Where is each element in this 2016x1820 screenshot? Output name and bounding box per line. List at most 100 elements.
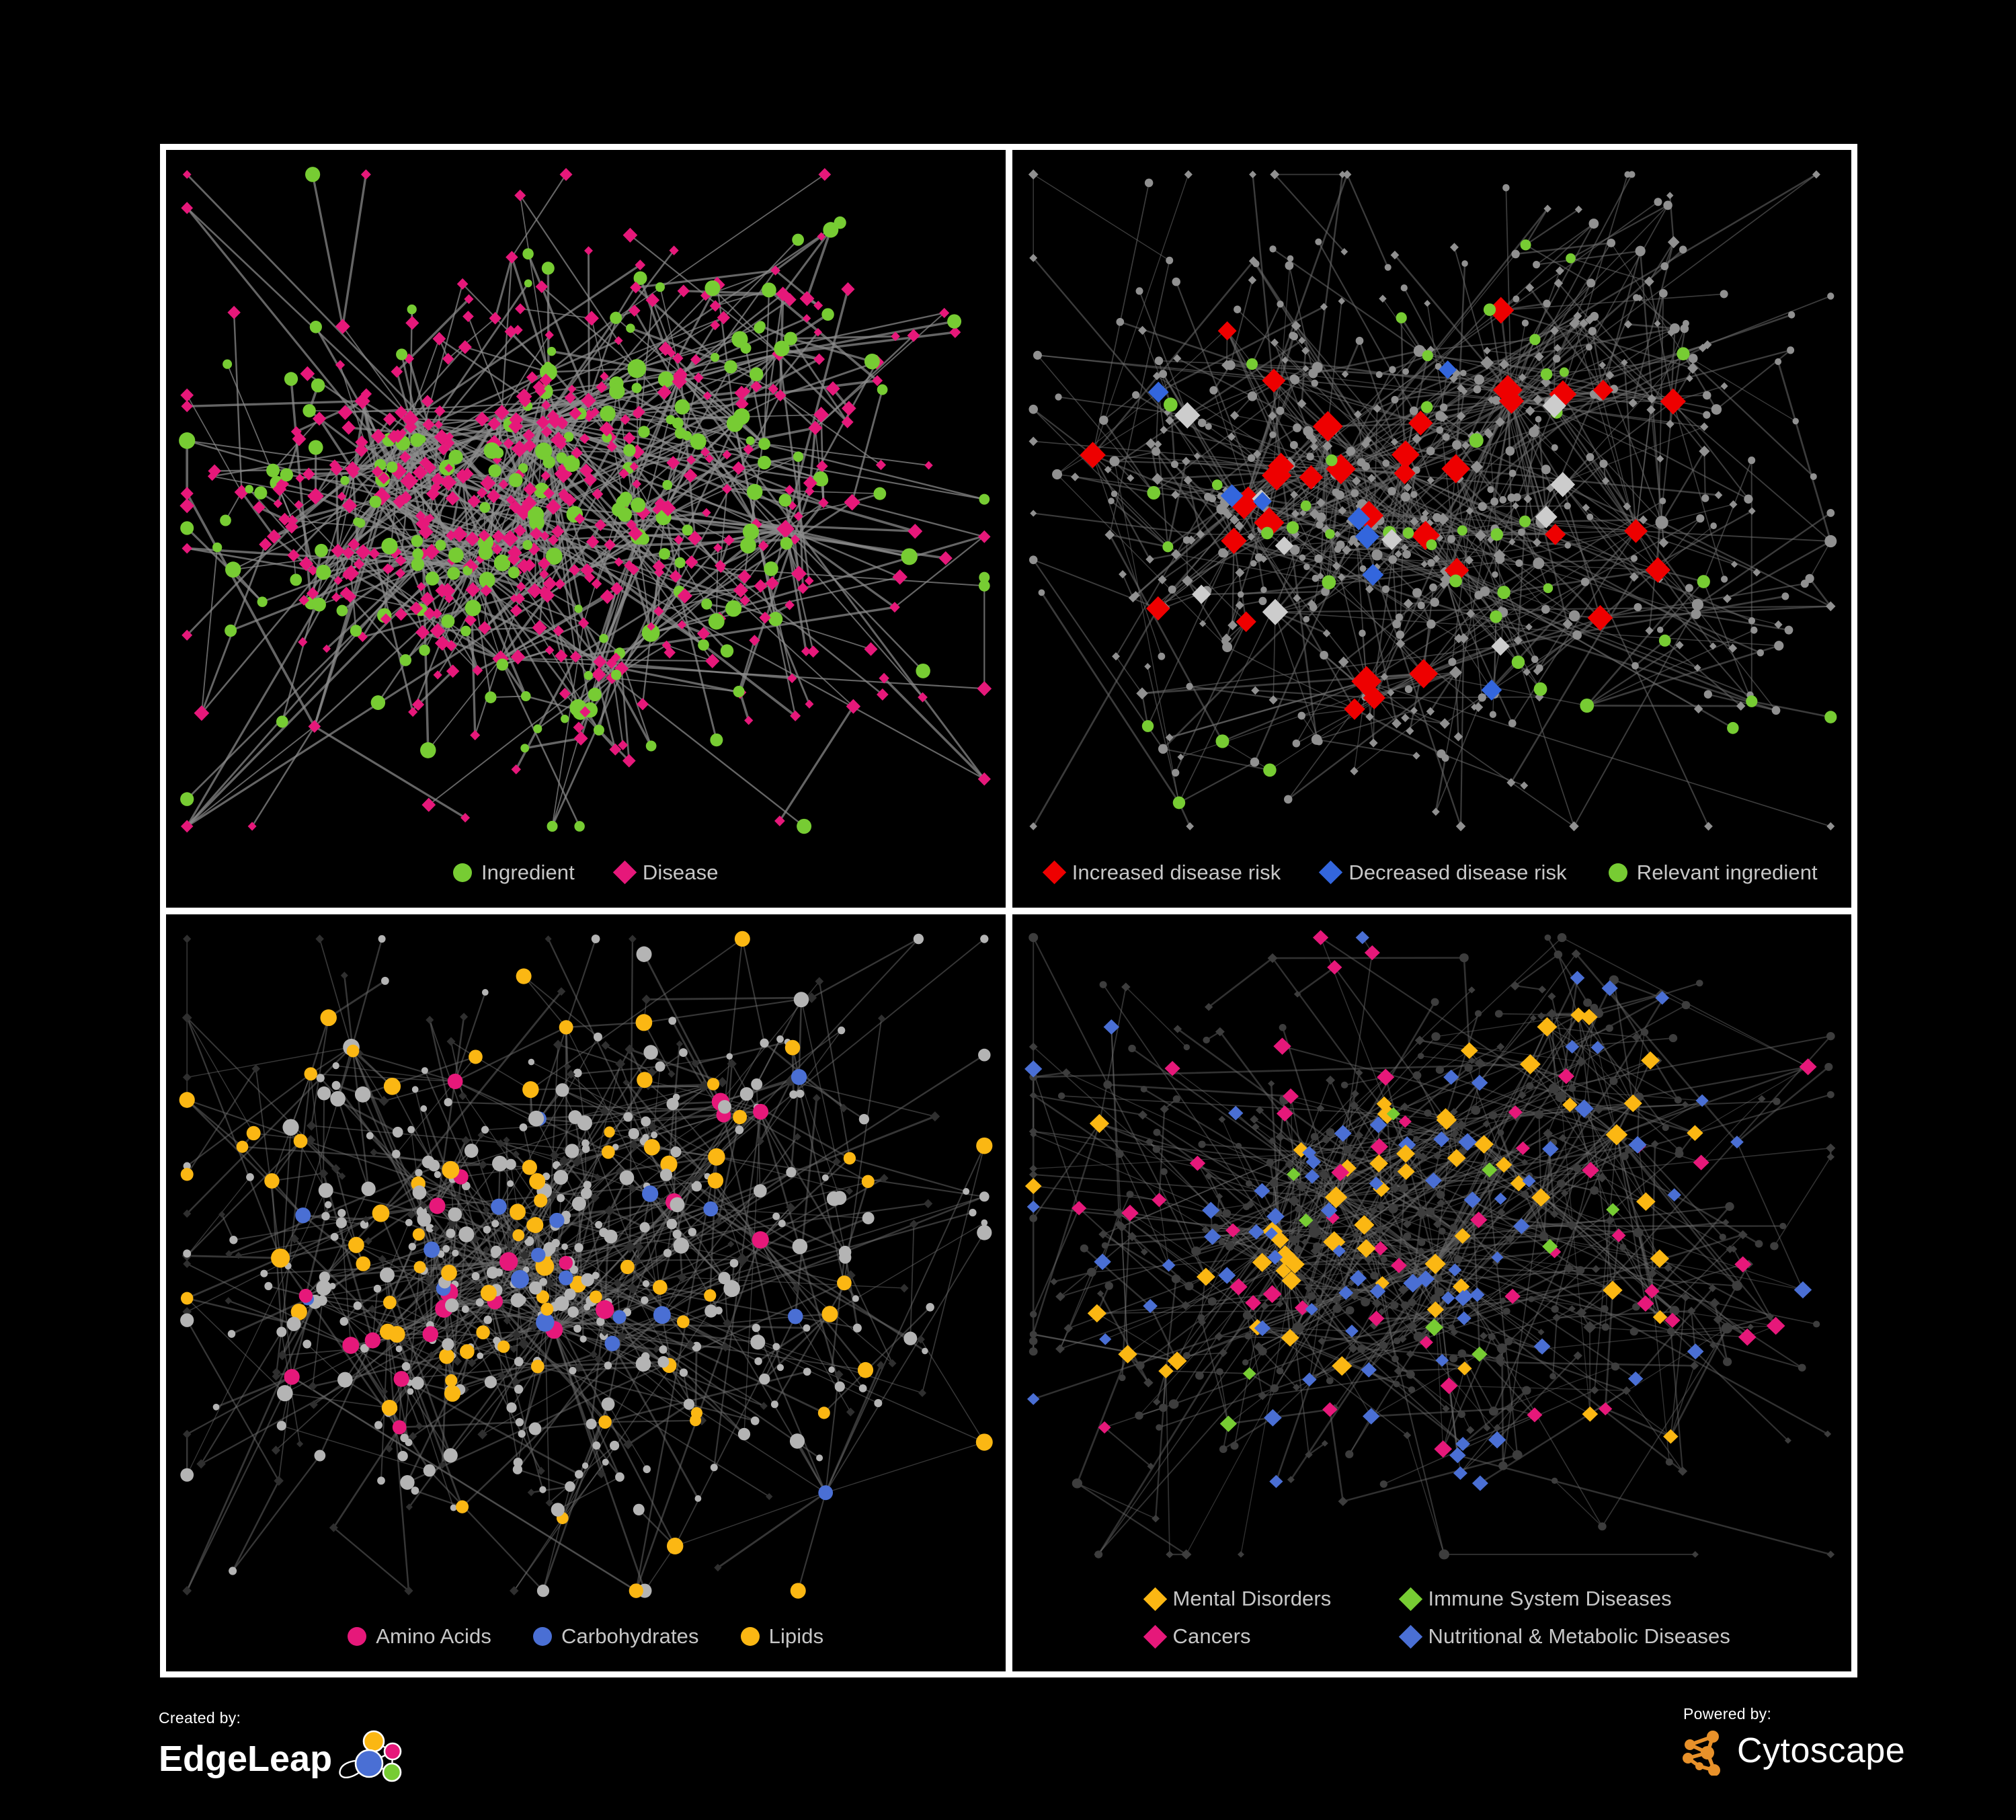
node-disease[interactable] — [554, 578, 565, 590]
node-disease[interactable] — [506, 495, 516, 505]
node-mental-disorders[interactable] — [1196, 1267, 1215, 1286]
node-disease[interactable] — [306, 587, 319, 600]
node-disease[interactable] — [353, 558, 365, 570]
node-other-ingredient[interactable] — [510, 1292, 525, 1308]
node-disease[interactable] — [403, 353, 415, 364]
node-disease[interactable] — [298, 637, 308, 647]
node-carbohydrates[interactable] — [788, 1308, 803, 1324]
node-other-ingredient[interactable] — [862, 1212, 875, 1224]
node-lipids[interactable] — [304, 1066, 317, 1080]
node-ingredient[interactable] — [623, 444, 636, 457]
node-ingredient[interactable] — [280, 468, 294, 482]
node-disease[interactable] — [717, 311, 731, 325]
node-disease[interactable] — [521, 495, 537, 511]
node-other-ingredient[interactable] — [628, 1127, 639, 1139]
node-mental-disorders[interactable] — [1519, 1054, 1541, 1074]
node-relevant-ingredient[interactable] — [1533, 682, 1547, 697]
node-disease[interactable] — [813, 407, 830, 423]
node-nutritional-metabolic[interactable] — [1026, 1392, 1039, 1405]
node-disease[interactable] — [208, 464, 221, 478]
node-disease[interactable] — [515, 303, 526, 315]
node-disease[interactable] — [545, 330, 554, 340]
node-disease[interactable] — [825, 381, 840, 396]
node-lipids[interactable] — [442, 1160, 460, 1179]
node-nutritional-metabolic[interactable] — [1266, 1207, 1285, 1225]
node-relevant-ingredient[interactable] — [1520, 239, 1531, 251]
node-disease[interactable] — [182, 821, 192, 832]
node-cancers[interactable] — [1326, 959, 1342, 975]
node-lipids[interactable] — [459, 1343, 475, 1359]
node-ingredient[interactable] — [764, 561, 778, 576]
node-disease[interactable] — [559, 490, 573, 504]
node-ingredient[interactable] — [485, 691, 497, 703]
node-ingredient[interactable] — [698, 639, 709, 651]
node-disease[interactable] — [182, 543, 192, 554]
node-nutritional-metabolic[interactable] — [1362, 1407, 1379, 1425]
node-nutritional-metabolic[interactable] — [1513, 1218, 1530, 1234]
node-relevant-ingredient[interactable] — [1286, 521, 1299, 535]
node-cancers[interactable] — [1244, 1294, 1261, 1310]
node-disease[interactable] — [592, 488, 604, 500]
node-disease[interactable] — [805, 699, 814, 709]
node-ingredient[interactable] — [708, 613, 725, 630]
node-other-ingredient[interactable] — [858, 1113, 869, 1124]
node-ingredient[interactable] — [483, 442, 500, 459]
node-disease[interactable] — [551, 524, 565, 539]
node-disease[interactable] — [465, 582, 481, 598]
node-immune-system-diseases[interactable] — [1605, 1202, 1619, 1216]
node-disease[interactable] — [421, 395, 434, 408]
node-cancers[interactable] — [1766, 1316, 1785, 1335]
node-ingredient[interactable] — [315, 543, 328, 557]
node-disease[interactable] — [370, 428, 386, 444]
node-lipids[interactable] — [534, 1193, 548, 1208]
node-lipids[interactable] — [821, 1305, 838, 1322]
node-amino-acids[interactable] — [447, 1073, 463, 1089]
node-lipids[interactable] — [476, 1324, 490, 1339]
node-amino-acids[interactable] — [499, 1251, 518, 1271]
node-disease[interactable] — [435, 583, 449, 598]
node-lipids[interactable] — [529, 1173, 546, 1189]
node-increased-risk[interactable] — [1312, 411, 1343, 442]
node-cancers[interactable] — [1508, 1105, 1523, 1119]
node-disease[interactable] — [510, 594, 519, 603]
node-ingredient[interactable] — [793, 451, 804, 463]
node-nutritional-metabolic[interactable] — [1447, 1263, 1461, 1276]
node-disease[interactable] — [907, 329, 920, 342]
node-nutritional-metabolic[interactable] — [1687, 1343, 1704, 1359]
node-disease[interactable] — [492, 454, 502, 465]
node-disease[interactable] — [432, 608, 442, 619]
node-increased-risk[interactable] — [1343, 698, 1365, 720]
node-disease[interactable] — [790, 710, 801, 721]
node-increased-risk[interactable] — [1236, 486, 1260, 511]
node-other-ingredient[interactable] — [400, 1474, 415, 1490]
node-other-ingredient[interactable] — [551, 1502, 565, 1517]
node-lipids[interactable] — [601, 1145, 615, 1159]
node-neutral-risk[interactable] — [1275, 536, 1293, 555]
node-ingredient[interactable] — [399, 654, 412, 666]
node-nutritional-metabolic[interactable] — [1162, 1258, 1176, 1272]
node-ingredient[interactable] — [821, 308, 834, 321]
node-decreased-risk[interactable] — [1438, 360, 1457, 379]
node-neutral-risk[interactable] — [1542, 393, 1566, 418]
node-increased-risk[interactable] — [1391, 440, 1420, 469]
node-disease[interactable] — [401, 493, 412, 504]
node-carbohydrates[interactable] — [549, 1212, 565, 1228]
node-mental-disorders[interactable] — [1024, 1177, 1042, 1194]
node-increased-risk[interactable] — [1644, 557, 1670, 583]
node-disease[interactable] — [290, 426, 302, 438]
node-disease[interactable] — [564, 391, 576, 404]
node-disease[interactable] — [348, 538, 360, 551]
node-immune-system-diseases[interactable] — [1424, 1318, 1443, 1336]
node-ingredient[interactable] — [435, 539, 446, 551]
node-relevant-ingredient[interactable] — [1211, 479, 1223, 491]
node-relevant-ingredient[interactable] — [1543, 583, 1553, 594]
node-ingredient[interactable] — [547, 820, 558, 832]
node-cancers[interactable] — [1611, 1228, 1626, 1242]
node-disease[interactable] — [278, 512, 291, 526]
node-nutritional-metabolic[interactable] — [1435, 1353, 1449, 1367]
node-disease[interactable] — [704, 454, 714, 463]
node-carbohydrates[interactable] — [818, 1485, 834, 1500]
node-nutritional-metabolic[interactable] — [1601, 980, 1618, 996]
node-other-ingredient[interactable] — [319, 1271, 330, 1283]
node-disease[interactable] — [372, 487, 391, 506]
